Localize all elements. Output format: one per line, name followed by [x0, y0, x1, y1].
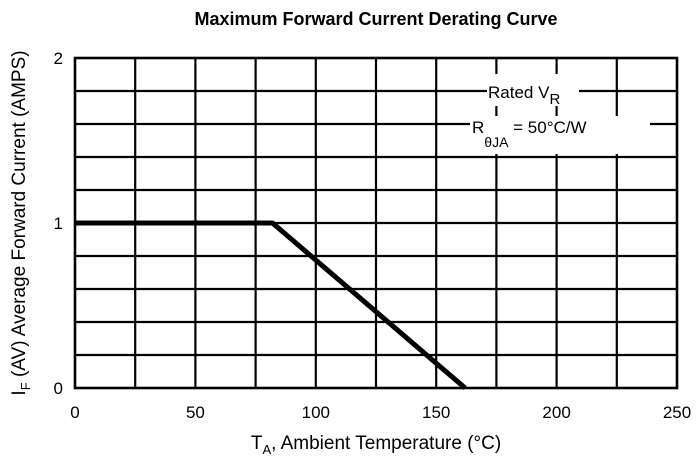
annotation-rated-vr-sub: R	[549, 91, 560, 108]
y-tick-label: 1	[54, 214, 63, 233]
y-axis-label-sub: F	[18, 382, 33, 390]
annotation-bg-2	[470, 116, 650, 154]
x-tick-label: 250	[663, 403, 691, 422]
x-tick-label: 200	[542, 403, 570, 422]
annotation-rthetaja-main: R	[472, 118, 484, 137]
y-axis-label-main: I	[9, 390, 30, 395]
y-axis-label-rest: (AV) Average Forward Current (AMPS)	[9, 50, 30, 382]
x-axis-label-main: T	[251, 433, 263, 454]
y-tick-label: 2	[54, 49, 63, 68]
x-tick-label: 50	[186, 403, 205, 422]
x-tick-label: 100	[302, 403, 330, 422]
x-axis-label-rest: , Ambient Temperature (°C)	[271, 433, 501, 454]
chart-title: Maximum Forward Current Derating Curve	[194, 9, 557, 29]
y-axis-label: IF (AV) Average Forward Current (AMPS)	[9, 50, 33, 395]
curve-layer	[75, 220, 467, 390]
x-axis-label-sub: A	[262, 442, 271, 457]
derating-curve	[75, 220, 467, 390]
annotation-rated-vr-main: Rated V	[488, 83, 550, 102]
annotation-rthetaja: RθJA = 50°C/W	[472, 118, 587, 150]
grid-layer	[75, 58, 677, 388]
x-tick-label: 0	[70, 403, 79, 422]
annotation-rthetaja-rest: = 50°C/W	[508, 118, 586, 137]
y-tick-label: 0	[54, 379, 63, 398]
x-tick-label: 150	[422, 403, 450, 422]
annotation-bg-1	[487, 74, 579, 106]
annotation-rthetaja-sub: θJA	[484, 134, 509, 150]
tick-labels: 0 50 100 150 200 250 0 1 2	[54, 49, 692, 422]
annotation-rated-vr: Rated VR	[488, 83, 560, 108]
x-axis-label: TA, Ambient Temperature (°C)	[251, 433, 501, 457]
plot-frame	[73, 56, 679, 390]
